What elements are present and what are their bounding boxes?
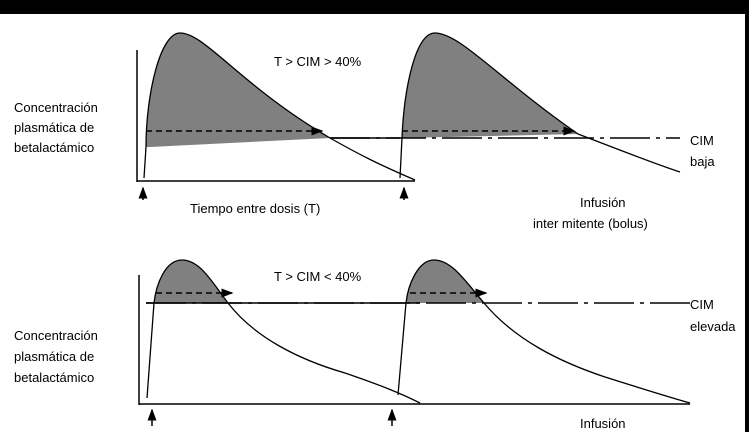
bottom-curve-dose-1: [146, 259, 421, 404]
bottom-area-dose-1: [154, 260, 228, 303]
top-curve-dose-2: [399, 32, 681, 179]
bottom-area-dose-2: [406, 260, 484, 303]
bottom-y-label-line-1: Concentración: [14, 328, 98, 343]
bottom-cim-label: CIM: [690, 297, 714, 312]
top-interval-label: Tiempo entre dosis (T): [190, 201, 320, 216]
top-y-label-line-1: Concentración: [14, 100, 98, 115]
bottom-panel: Concentración plasmática de betalactámic…: [14, 259, 736, 431]
top-y-label-line-3: betalactámico: [14, 140, 94, 155]
right-border: [745, 0, 749, 432]
bottom-cim-level-label: elevada: [690, 319, 736, 334]
bottom-mode-label-line-1: Infusión: [580, 416, 626, 431]
bottom-y-label-line-3: betalactámico: [14, 370, 94, 385]
bottom-y-label-line-2: plasmática de: [14, 349, 94, 364]
top-cim-label: CIM: [690, 133, 714, 148]
top-cim-level-label: baja: [690, 154, 715, 169]
bottom-curve-dose-2: [397, 259, 691, 404]
top-area-dose-2: [402, 33, 578, 138]
top-mode-label-line-2: inter mitente (bolus): [533, 216, 648, 231]
top-area-dose-1: [146, 33, 330, 147]
top-y-label-line-2: plasmática de: [14, 120, 94, 135]
top-border: [0, 0, 749, 14]
top-condition-label: T > CIM > 40%: [274, 54, 362, 69]
bottom-condition-label: T > CIM < 40%: [274, 269, 362, 284]
top-mode-label-line-1: Infusión: [580, 195, 626, 210]
top-panel: Concentración plasmática de betalactámic…: [14, 32, 715, 231]
top-curve-dose-1: [143, 32, 416, 181]
